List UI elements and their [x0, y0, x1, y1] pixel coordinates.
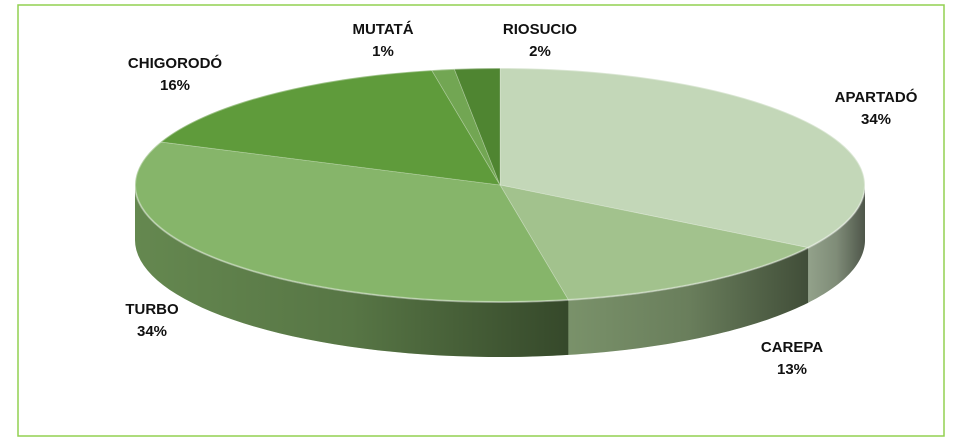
slice: [453, 67, 501, 186]
rim-highlight: [134, 67, 866, 303]
slice: [159, 69, 501, 186]
slice-label: RIOSUCIO: [503, 21, 578, 38]
pie: [134, 67, 866, 357]
slice-label: TURBO: [125, 301, 179, 318]
slice: [430, 68, 501, 186]
slice-label: CHIGORODÓ: [128, 54, 223, 72]
slice-side-shade: [808, 185, 865, 303]
slice-label: MUTATÁ: [352, 21, 413, 38]
slice: [499, 184, 810, 301]
slice-value-label: 34%: [861, 111, 891, 128]
slice: [499, 67, 866, 249]
slice-value-label: 2%: [529, 43, 551, 60]
slice-value-label: 13%: [777, 361, 807, 378]
slice-label: APARTADÓ: [835, 88, 918, 106]
slice-side-shade: [135, 185, 569, 357]
slice: [134, 141, 570, 303]
slice-side-shade: [568, 247, 809, 355]
slice-value-label: 34%: [137, 323, 167, 340]
labels: APARTADÓ 34% CAREPA 13% TURBO 34% CHIGORODÓ 16%…: [125, 21, 917, 378]
slice-value-label: 16%: [160, 77, 190, 94]
slice-label: CAREPA: [761, 339, 823, 356]
slice-value-label: 1%: [372, 43, 394, 60]
